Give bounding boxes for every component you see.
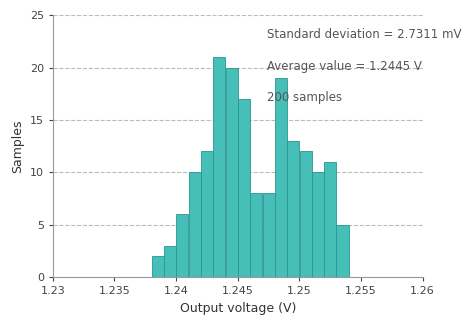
Y-axis label: Samples: Samples — [11, 119, 24, 173]
Bar — [275, 78, 287, 277]
Text: Standard deviation = 2.7311 mV: Standard deviation = 2.7311 mV — [267, 28, 462, 41]
Bar — [337, 225, 348, 277]
Bar — [250, 193, 262, 277]
Bar — [176, 215, 188, 277]
Bar — [287, 141, 299, 277]
X-axis label: Output voltage (V): Output voltage (V) — [180, 302, 296, 315]
Bar — [312, 172, 324, 277]
Bar — [189, 172, 201, 277]
Bar — [300, 152, 311, 277]
Bar — [201, 152, 213, 277]
Bar — [152, 256, 164, 277]
Bar — [263, 193, 274, 277]
Bar — [226, 67, 237, 277]
Bar — [164, 246, 176, 277]
Text: 200 samples: 200 samples — [267, 91, 342, 104]
Bar — [238, 99, 250, 277]
Bar — [324, 162, 336, 277]
Text: Average value = 1.2445 V: Average value = 1.2445 V — [267, 60, 422, 73]
Bar — [213, 57, 225, 277]
